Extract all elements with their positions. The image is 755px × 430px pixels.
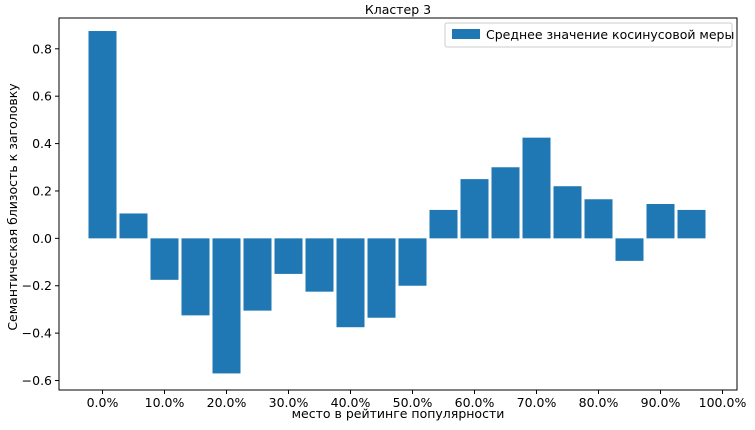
x-tick-label: 60.0% <box>455 395 495 410</box>
bar <box>584 199 613 239</box>
y-tick-label: −0.6 <box>22 373 52 388</box>
y-tick-label: 0.8 <box>32 41 52 56</box>
bar <box>305 238 334 292</box>
bar <box>367 238 396 318</box>
x-tick-label: 40.0% <box>331 395 371 410</box>
bar <box>491 167 520 239</box>
y-tick-label: −0.2 <box>22 278 52 293</box>
bar <box>677 209 706 239</box>
x-tick-label: 70.0% <box>517 395 557 410</box>
x-tick-label: 10.0% <box>145 395 185 410</box>
y-axis-ticks: −0.6 −0.4 −0.2 0.0 0.2 0.4 0.6 0.8 <box>22 41 59 388</box>
bar <box>460 179 489 239</box>
x-tick-label: 0.0% <box>87 395 119 410</box>
bar <box>429 209 458 239</box>
legend-box <box>444 22 733 48</box>
y-axis-label: Семантическая близость к заголовку <box>5 83 20 331</box>
legend: Среднее значение косинусовой меры <box>444 22 734 48</box>
bar <box>212 238 241 374</box>
bar <box>119 213 148 239</box>
x-tick-label: 20.0% <box>207 395 247 410</box>
bar <box>336 238 365 328</box>
y-tick-label: 0.0 <box>32 231 52 246</box>
y-tick-label: 0.4 <box>32 136 52 151</box>
bar <box>88 31 117 239</box>
y-tick-label: 0.2 <box>32 183 52 198</box>
bar <box>150 238 179 280</box>
chart-title: Кластер 3 <box>365 2 431 17</box>
bar <box>181 238 210 316</box>
x-tick-label: 80.0% <box>579 395 619 410</box>
plot-frame <box>58 17 738 391</box>
legend-label: Среднее значение косинусовой меры <box>486 27 734 42</box>
bars-group <box>88 31 706 374</box>
bar <box>274 238 303 274</box>
bar <box>243 238 272 311</box>
x-axis-ticks: 0.0% 10.0% 20.0% 30.0% 40.0% 50.0% 60.0% 70.0% 8… <box>87 390 747 410</box>
x-axis-label: место в рейтинге популярности <box>292 406 505 421</box>
bar <box>646 204 675 239</box>
x-tick-label: 90.0% <box>641 395 681 410</box>
x-tick-label: 30.0% <box>269 395 309 410</box>
bar <box>522 137 551 239</box>
y-tick-label: 0.6 <box>32 89 52 104</box>
bar <box>398 238 427 286</box>
x-tick-label: 50.0% <box>393 395 433 410</box>
legend-swatch <box>452 29 480 39</box>
x-tick-label: 100.0% <box>699 395 747 410</box>
bar <box>553 186 582 239</box>
y-tick-label: −0.4 <box>22 326 52 341</box>
bar <box>615 238 644 261</box>
